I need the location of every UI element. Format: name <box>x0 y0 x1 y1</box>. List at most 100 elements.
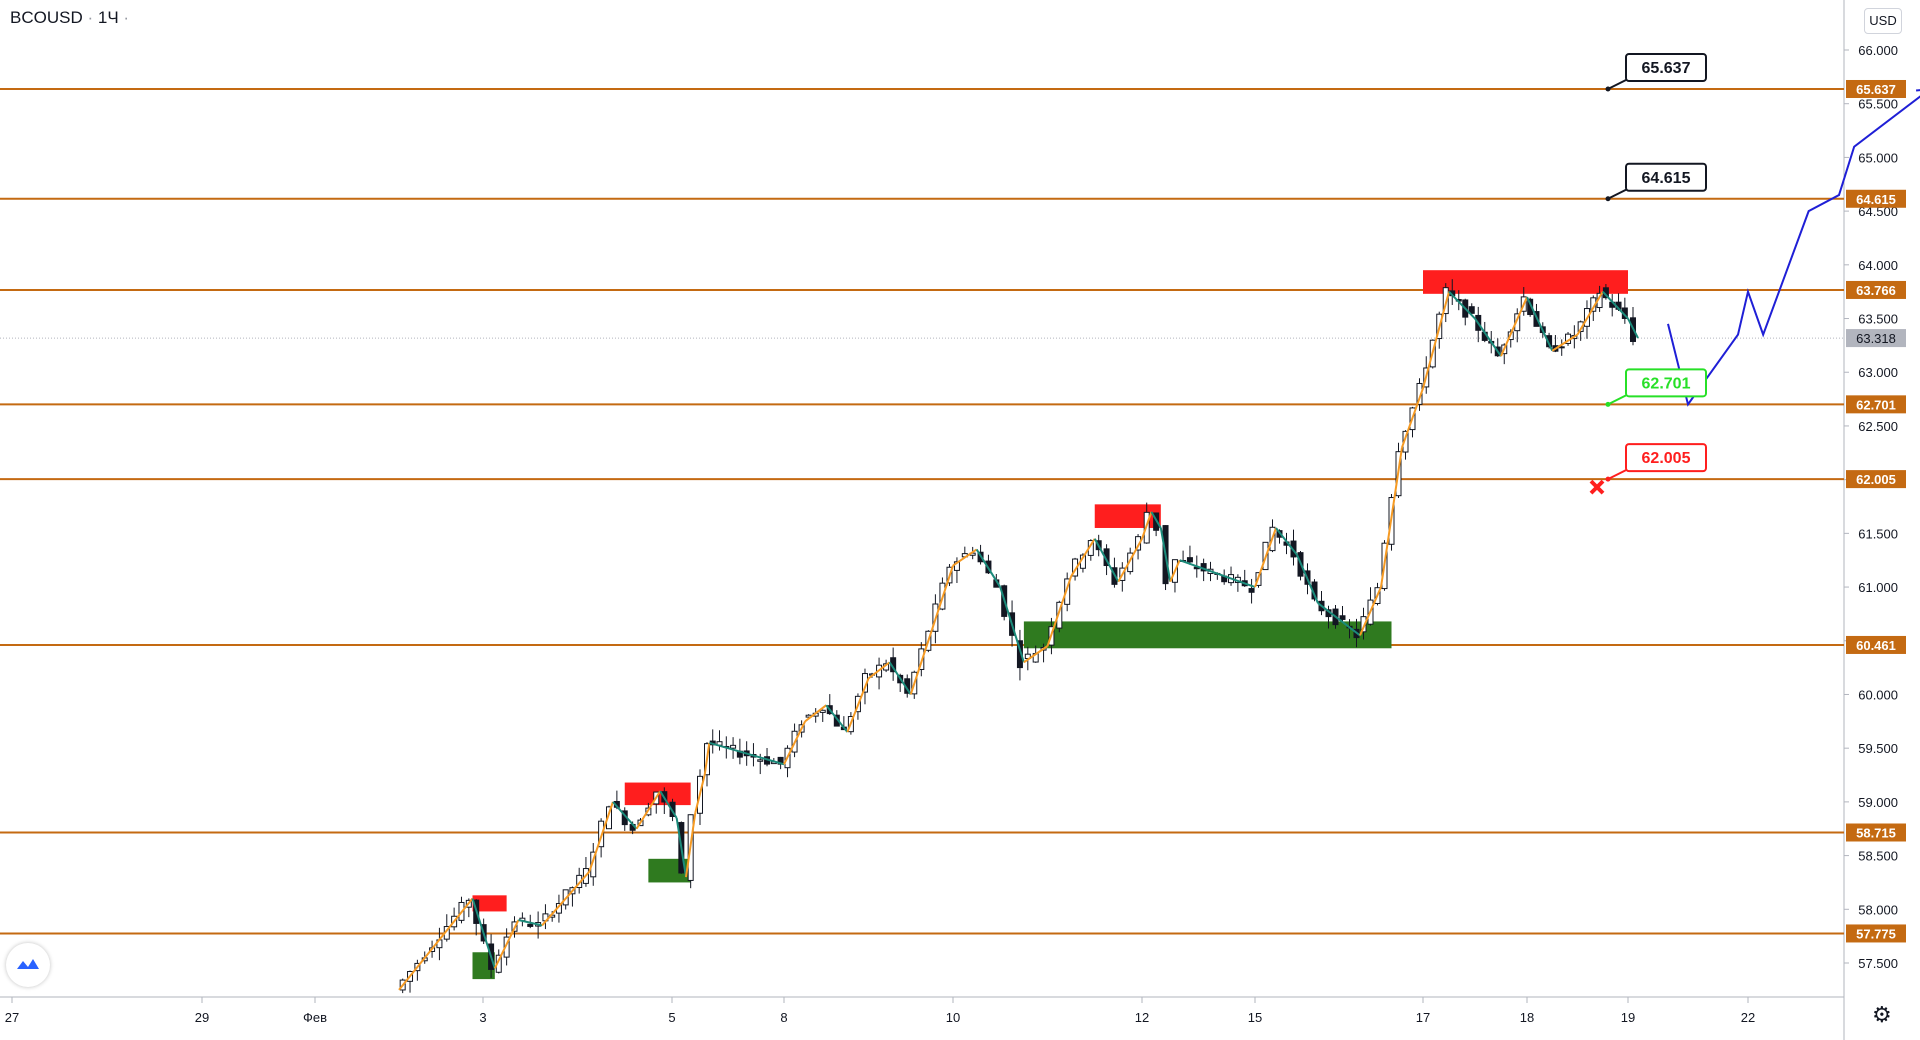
zigzag-segment <box>398 897 474 991</box>
zigzag-segment <box>1179 559 1256 589</box>
x-tick-label: 18 <box>1520 1010 1534 1025</box>
level-price-label: 57.775 <box>1856 926 1896 941</box>
cross-icon <box>1589 479 1605 495</box>
zigzag-segment <box>1359 586 1382 636</box>
candle <box>1546 335 1553 348</box>
supply-zone <box>1423 270 1628 294</box>
callout-anchor <box>1605 401 1611 407</box>
y-tick-label: 64.500 <box>1858 204 1898 219</box>
zigzag-segment <box>635 790 662 830</box>
y-tick-label: 63.000 <box>1858 365 1898 380</box>
zigzag-segment <box>541 871 591 927</box>
level-price-label: 58.715 <box>1856 825 1896 840</box>
zigzag-segment <box>1551 333 1579 352</box>
level-price-label: 62.701 <box>1856 397 1896 412</box>
zigzag-segment <box>975 548 1002 588</box>
candle <box>1468 306 1475 314</box>
zigzag-segment <box>930 565 954 631</box>
x-tick-label: 29 <box>195 1010 209 1025</box>
interval-label: 1Ч <box>97 8 119 27</box>
forecast-path <box>1667 95 1920 407</box>
y-tick-label: 58.000 <box>1858 902 1898 917</box>
level-price-tag <box>1846 924 1906 943</box>
zigzag-segment <box>675 817 687 878</box>
target-callout <box>1625 52 1707 82</box>
level-price-tag <box>1846 189 1906 208</box>
y-tick-label: 59.000 <box>1858 795 1898 810</box>
y-tick-label: 64.000 <box>1858 258 1898 273</box>
forecast-arrowhead <box>1915 89 1920 92</box>
callout-anchor <box>1605 476 1611 482</box>
y-tick-label: 65.000 <box>1858 150 1898 165</box>
title-dot: · <box>123 8 130 27</box>
y-tick-label: 63.500 <box>1858 312 1898 327</box>
zigzag-segment <box>867 661 891 680</box>
target-callout <box>1625 443 1707 473</box>
zigzag-segment <box>1093 538 1120 583</box>
level-price-tag <box>1846 635 1906 654</box>
level-price-label: 63.766 <box>1856 283 1896 298</box>
zigzag-segment <box>659 790 678 819</box>
candle <box>1339 615 1346 620</box>
zigzag-segment <box>999 586 1025 663</box>
zigzag-segment <box>1159 527 1172 582</box>
level-price-tag <box>1846 470 1906 489</box>
zigzag-segment <box>709 741 785 766</box>
y-tick-label: 61.000 <box>1858 580 1898 595</box>
zigzag-segment <box>1150 511 1162 529</box>
level-price-label: 65.637 <box>1856 82 1896 97</box>
y-tick-label: 66.000 <box>1858 43 1898 58</box>
zigzag-segment <box>1141 511 1153 540</box>
candle <box>527 923 534 927</box>
gear-icon[interactable]: ⚙ <box>1872 1002 1892 1027</box>
candle <box>819 709 826 713</box>
zigzag-segment <box>1602 290 1629 320</box>
y-tick-label: 59.500 <box>1858 741 1898 756</box>
candle <box>730 744 737 749</box>
zigzag-segment <box>1275 527 1298 556</box>
currency-button[interactable]: USD <box>1864 8 1902 34</box>
zigzag-segment <box>1023 645 1049 664</box>
candle <box>1360 616 1367 633</box>
level-price-label: 64.615 <box>1856 192 1896 207</box>
candle <box>1016 640 1023 669</box>
zigzag-segment <box>518 919 543 927</box>
candle <box>1056 601 1063 629</box>
x-tick-label: 10 <box>946 1010 960 1025</box>
tradingview-cloud-icon[interactable] <box>6 943 50 987</box>
callout-anchor <box>1605 196 1611 202</box>
candle <box>606 806 612 830</box>
zigzag-segment <box>1254 527 1277 588</box>
x-tick-label: 22 <box>1741 1010 1755 1025</box>
zigzag-segment <box>1380 447 1403 588</box>
zigzag-segment <box>1500 296 1528 357</box>
x-tick-label: Фев <box>303 1010 327 1025</box>
zigzag-segment <box>846 677 870 733</box>
x-tick-label: 15 <box>1248 1010 1262 1025</box>
candle <box>669 801 676 817</box>
zigzag-segment <box>685 812 697 878</box>
x-tick-label: 8 <box>780 1010 787 1025</box>
target-callout-label: 64.615 <box>1642 170 1691 187</box>
zigzag-segment <box>804 704 827 723</box>
level-price-tag <box>1846 280 1906 299</box>
candle <box>1064 578 1071 605</box>
y-tick-label: 61.500 <box>1858 526 1898 541</box>
zigzag-segment <box>588 801 614 873</box>
zigzag-segment <box>1169 559 1181 583</box>
target-callout-label: 65.637 <box>1642 60 1691 77</box>
symbol-title: BCOUSD · 1Ч · <box>10 8 129 28</box>
y-tick-label: 65.500 <box>1858 97 1898 112</box>
zigzag-segment <box>888 661 912 696</box>
zigzag-segment <box>1401 388 1424 448</box>
demand-zone <box>1023 621 1392 649</box>
candle <box>1186 557 1193 563</box>
zigzag-segment <box>1448 290 1476 320</box>
zigzag-segment <box>783 720 807 765</box>
target-callout <box>1625 162 1707 192</box>
current-price-label: 63.318 <box>1856 331 1896 346</box>
candle <box>1127 552 1134 573</box>
x-tick-label: 27 <box>5 1010 19 1025</box>
level-price-label: 60.461 <box>1856 638 1896 653</box>
